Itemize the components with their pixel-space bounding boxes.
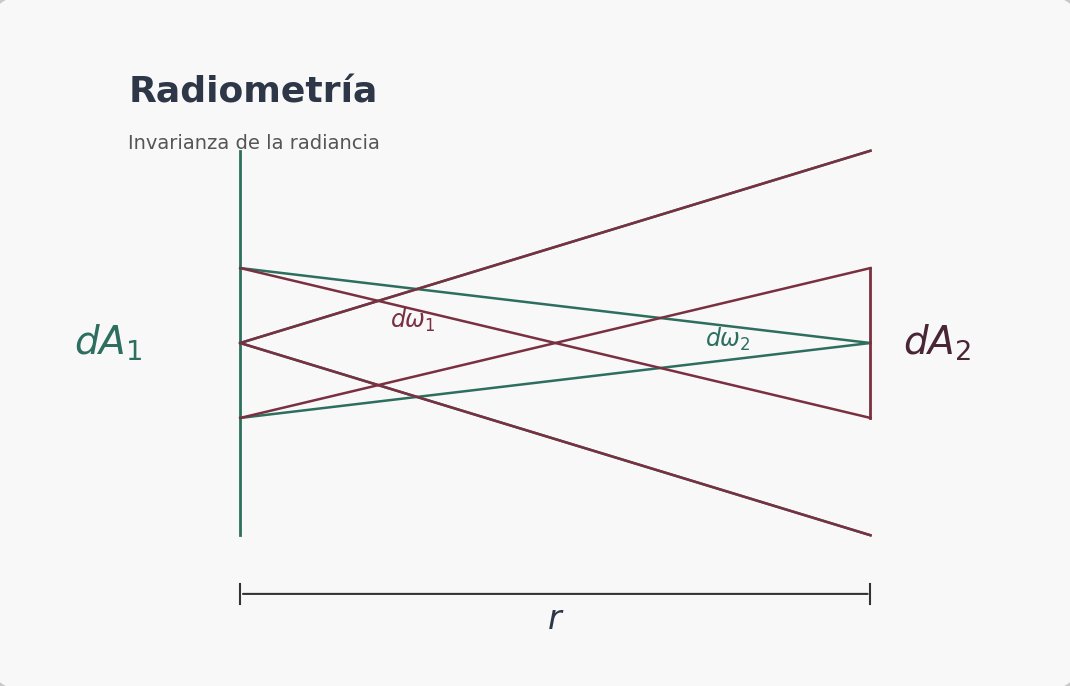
Text: Invarianza de la radiancia: Invarianza de la radiancia	[128, 134, 380, 154]
Text: $d\omega_2$: $d\omega_2$	[705, 326, 751, 353]
Text: $r$: $r$	[547, 604, 564, 637]
Text: $d\omega_1$: $d\omega_1$	[391, 307, 435, 334]
Text: $dA_2$: $dA_2$	[903, 323, 970, 363]
Text: $dA_1$: $dA_1$	[74, 323, 142, 363]
Text: Radiometría: Radiometría	[128, 76, 378, 110]
